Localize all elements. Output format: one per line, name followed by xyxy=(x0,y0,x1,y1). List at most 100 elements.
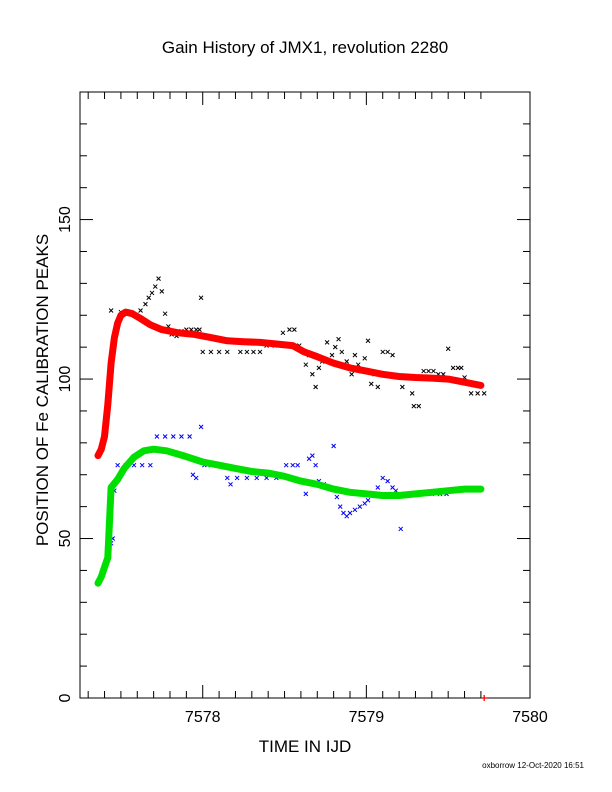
x-tick-label: 7580 xyxy=(512,709,548,726)
data-point xyxy=(329,352,335,358)
data-point xyxy=(380,349,386,355)
data-point xyxy=(224,475,230,481)
data-point xyxy=(400,384,405,390)
chart-marks xyxy=(94,276,488,701)
data-point xyxy=(146,295,152,301)
data-point xyxy=(445,346,451,352)
data-point xyxy=(115,462,120,468)
data-point xyxy=(313,384,318,390)
data-point xyxy=(362,355,368,361)
x-tick-label: 7579 xyxy=(349,709,385,726)
data-point xyxy=(152,284,158,289)
data-point xyxy=(200,349,206,355)
data-point xyxy=(251,349,256,355)
y-axis-title: POSITION OF Fe CALIBRATION PEAKS xyxy=(33,234,52,546)
data-point xyxy=(228,481,233,487)
data-point xyxy=(162,434,168,439)
data-point xyxy=(324,340,330,345)
data-point xyxy=(390,352,395,358)
y-tick-label: 100 xyxy=(57,366,74,393)
data-point xyxy=(234,475,240,481)
data-point xyxy=(149,290,155,296)
data-point xyxy=(332,344,338,350)
data-point xyxy=(349,371,354,377)
data-point xyxy=(198,295,204,301)
data-point xyxy=(310,371,315,377)
plot-frame xyxy=(79,91,531,699)
axis-ticks xyxy=(80,91,530,699)
data-point xyxy=(287,327,292,332)
data-point xyxy=(193,475,199,481)
data-point xyxy=(411,403,417,409)
data-point xyxy=(458,365,464,371)
fit-band-upper-peak-fit xyxy=(94,308,485,460)
data-point xyxy=(108,308,114,313)
data-point xyxy=(375,384,381,390)
y-tick-label: 50 xyxy=(57,530,74,548)
data-point xyxy=(385,349,390,355)
data-point xyxy=(198,424,204,430)
data-point xyxy=(162,311,168,317)
data-point xyxy=(352,507,358,513)
data-point xyxy=(481,391,487,396)
data-point xyxy=(375,485,381,490)
data-point xyxy=(138,308,143,313)
data-point xyxy=(187,434,192,439)
data-point xyxy=(159,288,165,294)
data-point xyxy=(398,526,404,532)
data-point xyxy=(303,362,309,368)
data-point xyxy=(352,352,358,358)
data-point xyxy=(224,349,230,355)
series-upper-peak-fit xyxy=(94,308,488,701)
data-point xyxy=(339,349,345,355)
data-point xyxy=(303,491,309,497)
y-tick-label: 150 xyxy=(57,206,74,233)
x-axis-title: TIME IN IJD xyxy=(259,737,352,756)
data-point xyxy=(313,462,318,468)
data-point xyxy=(139,462,145,468)
data-point xyxy=(238,349,243,355)
data-point xyxy=(431,368,436,374)
data-point xyxy=(290,462,296,468)
data-point xyxy=(216,349,222,355)
data-point xyxy=(257,349,263,355)
axis-tick-labels: 7578 7579 7580 0 50 100 150 xyxy=(57,206,548,726)
series-lower-peak-measurements xyxy=(108,424,449,546)
data-point xyxy=(197,327,202,332)
data-point xyxy=(244,475,250,481)
data-point xyxy=(254,475,260,481)
x-tick-label: 7578 xyxy=(185,709,221,726)
data-point xyxy=(450,365,456,371)
data-point xyxy=(368,381,374,387)
data-point xyxy=(334,494,340,500)
data-point xyxy=(468,391,474,396)
series-upper-peak-measurements xyxy=(108,276,487,409)
data-point xyxy=(295,462,300,468)
data-point xyxy=(365,338,371,344)
data-point xyxy=(148,462,153,468)
series-lower-peak-fit xyxy=(94,445,485,587)
data-point xyxy=(380,475,386,481)
data-point xyxy=(143,301,148,307)
y-tick-label: 0 xyxy=(57,693,74,702)
data-point xyxy=(208,349,214,355)
data-point xyxy=(421,368,426,374)
chart-title: Gain History of JMX1, revolution 2280 xyxy=(162,38,448,57)
data-point xyxy=(292,327,297,332)
data-point xyxy=(331,443,336,449)
data-point xyxy=(365,497,371,503)
fit-band-lower-peak-fit xyxy=(94,445,485,587)
data-point xyxy=(179,434,184,439)
credit-footer: oxborrow 12-Oct-2020 16:51 xyxy=(482,761,584,770)
data-point xyxy=(154,434,160,439)
data-point xyxy=(475,391,480,396)
data-point xyxy=(244,349,250,355)
data-point xyxy=(426,368,431,374)
data-point xyxy=(156,276,161,281)
data-point xyxy=(357,504,363,509)
data-point xyxy=(416,403,422,409)
data-point xyxy=(409,391,415,396)
data-point xyxy=(344,359,350,364)
data-point xyxy=(347,510,353,516)
